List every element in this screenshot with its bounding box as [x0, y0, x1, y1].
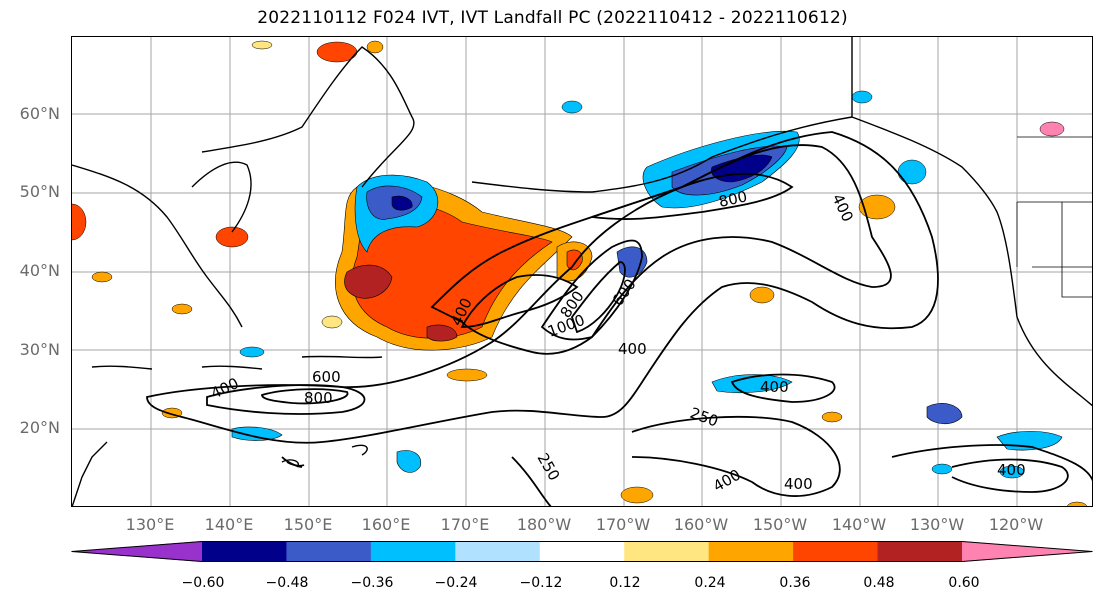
pc-region-skyblue-sw [231, 426, 283, 441]
colorbar-segment [370, 541, 456, 562]
colorbar-segment [793, 541, 879, 562]
colorbar-extend-high [962, 541, 1093, 562]
lon-label-120w: 120°W [988, 515, 1044, 534]
colorbar-segment [286, 541, 372, 562]
colorbar-segment [877, 541, 963, 562]
lon-label-150w: 150°W [752, 515, 808, 534]
contour-label: 800 [304, 389, 333, 407]
contour-label: 400 [618, 340, 647, 358]
map-canvas: 400 600 800 400 1000 800 600 400 800 400… [72, 37, 1092, 506]
contour-label: 800 [717, 187, 749, 211]
colorbar-tick: 0.36 [779, 575, 811, 591]
contour-labels: 400 600 800 400 1000 800 600 400 800 400… [208, 187, 1026, 495]
graticule [72, 37, 1092, 506]
lon-label-140w: 140°W [831, 515, 887, 534]
colorbar-segment [202, 541, 287, 562]
contour-label: 400 [710, 466, 744, 496]
lat-label-50n: 50°N [19, 182, 60, 201]
contour-label: 400 [760, 378, 789, 396]
colorbar [71, 541, 1093, 562]
colorbar-tick: 0.12 [609, 575, 641, 591]
colorbar-segment [624, 541, 710, 562]
lat-label-40n: 40°N [19, 261, 60, 280]
contour-label: 400 [208, 374, 242, 402]
colorbar-tick: 0.24 [694, 575, 726, 591]
pc-region-orange-right-2 [566, 249, 583, 271]
ivt-contours [146, 131, 1092, 506]
colorbar-segment [708, 541, 794, 562]
contour-label: 400 [828, 191, 856, 225]
colorbar-tick: −0.36 [350, 575, 394, 591]
contour-label: 400 [997, 461, 1026, 479]
state-borders [851, 37, 1092, 298]
pc-region-navy-nw [391, 195, 413, 211]
colorbar-extend-low [71, 541, 202, 562]
lat-label-20n: 20°N [19, 418, 60, 437]
contour-label: 250 [688, 404, 721, 431]
colorbar-tick: 0.60 [948, 575, 980, 591]
colorbar-tick: 0.48 [863, 575, 895, 591]
contour-label: 600 [312, 368, 341, 386]
pc-region-skyblue-e [711, 374, 793, 393]
lon-label-130e: 130°E [125, 515, 175, 534]
map-panel: 400 600 800 400 1000 800 600 400 800 400… [71, 36, 1093, 507]
colorbar-segment [455, 541, 541, 562]
chart-title: 2022110112 F024 IVT, IVT Landfall PC (20… [257, 8, 848, 28]
pc-region-skyblue-s [396, 450, 422, 473]
contour-label: 250 [534, 450, 564, 484]
pc-region-dark-red-2 [426, 324, 458, 342]
lon-label-140e: 140°E [204, 515, 254, 534]
lon-label-160w: 160°W [673, 515, 729, 534]
pc-region-dark-red [344, 264, 393, 299]
lon-label-130w: 130°W [909, 515, 965, 534]
pc-region-red-orange [352, 200, 553, 339]
colorbar-segment [539, 541, 625, 562]
lon-label-150e: 150°E [283, 515, 333, 534]
lon-label-170w: 170°W [595, 515, 651, 534]
lat-label-60n: 60°N [19, 104, 60, 123]
lon-label-160e: 160°E [361, 515, 411, 534]
lat-label-30n: 30°N [19, 340, 60, 359]
pc-region-blue-east [926, 403, 963, 425]
colorbar-tick: −0.12 [519, 575, 563, 591]
coastlines [72, 37, 1092, 506]
lon-label-180w: 180°W [516, 515, 572, 534]
lon-label-170e: 170°E [440, 515, 490, 534]
colorbar-tick: −0.24 [434, 575, 478, 591]
contour-label: 400 [784, 475, 813, 493]
colorbar-tick: −0.48 [265, 575, 309, 591]
colorbar-tick: −0.60 [181, 575, 225, 591]
pc-negative-regions [231, 130, 1063, 473]
pc-small-speckles [72, 40, 1088, 506]
colorbar-outline [71, 541, 1093, 562]
